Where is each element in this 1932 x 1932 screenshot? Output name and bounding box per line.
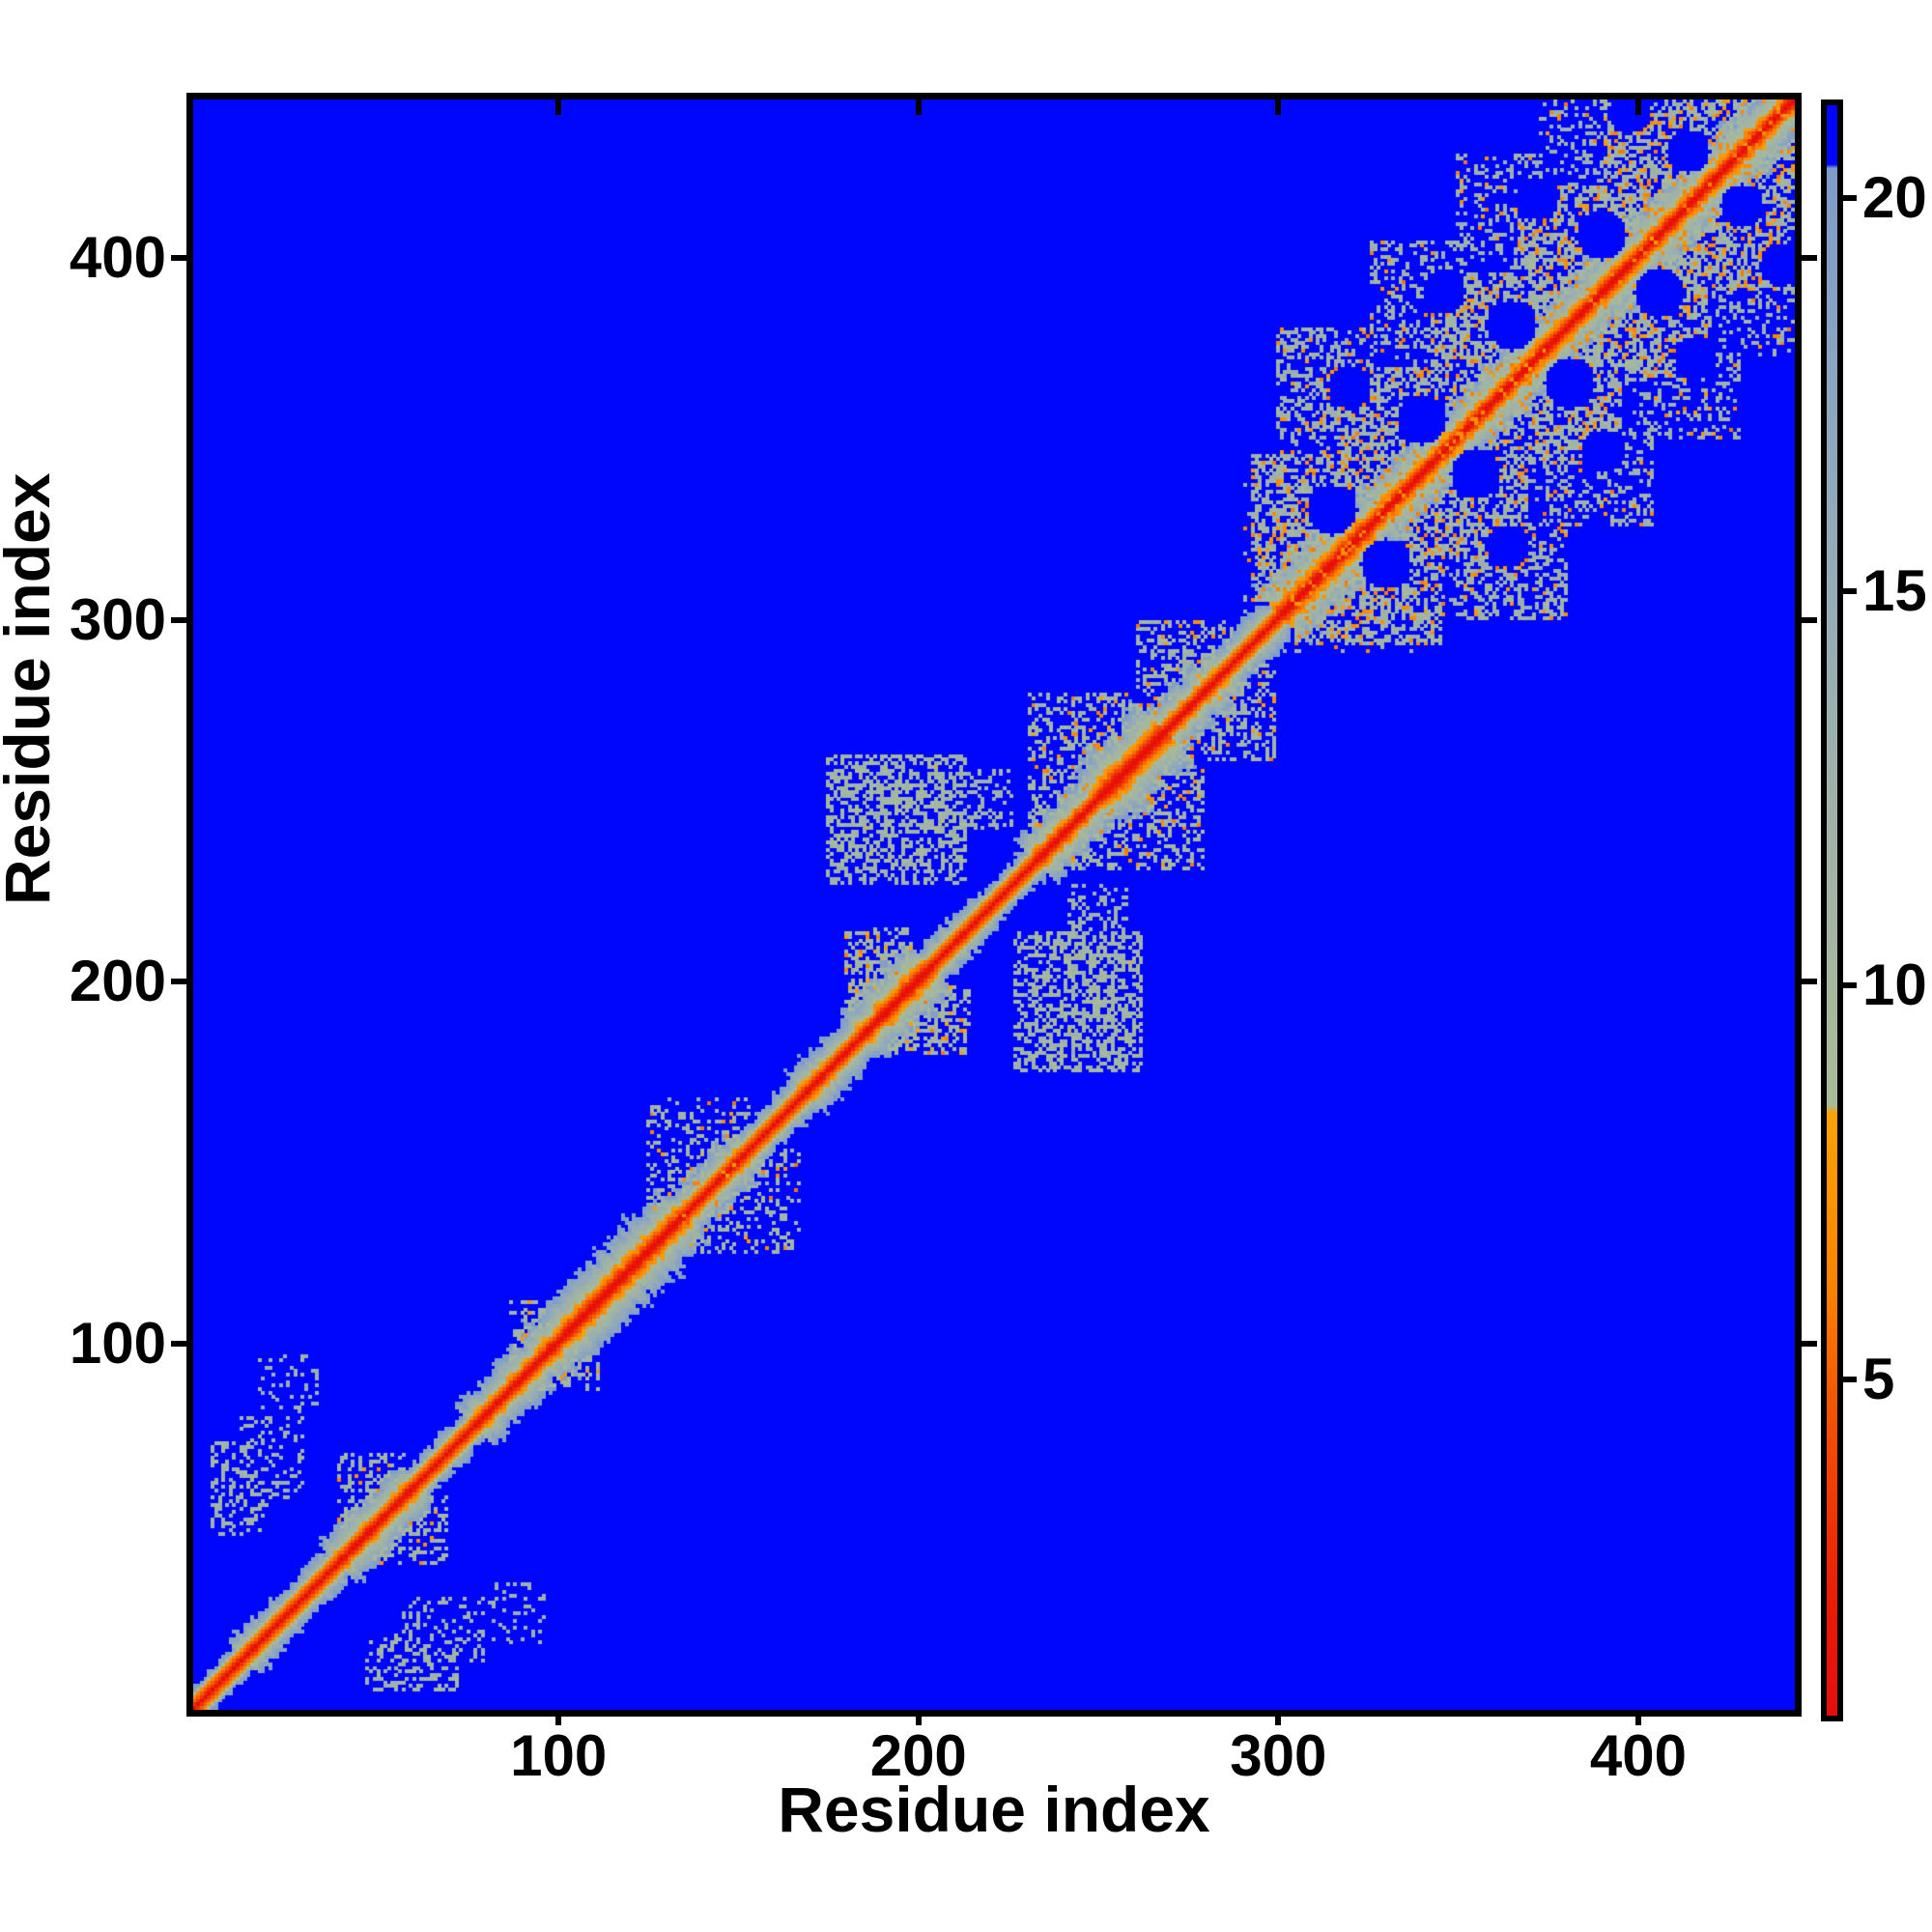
colorbar-tick-mark [1843, 1376, 1857, 1382]
x-tick-mark [915, 1710, 922, 1725]
right-tick-mark [1802, 979, 1817, 985]
right-tick-mark [1802, 616, 1817, 623]
y-tick-mark [171, 979, 186, 985]
distance-map-canvas [193, 99, 1795, 1710]
top-tick-mark [1275, 99, 1282, 115]
y-tick-mark [171, 1340, 186, 1347]
y-axis-title: Residue index [0, 472, 63, 905]
right-tick-mark [1802, 1340, 1817, 1347]
colorbar-tick-label: 15 [1862, 558, 1927, 624]
x-tick-label: 100 [510, 1723, 608, 1788]
colorbar [1821, 99, 1843, 1721]
colorbar-tick-mark [1843, 982, 1857, 989]
x-tick-mark [1634, 1710, 1641, 1725]
colorbar-tick-mark [1843, 194, 1857, 201]
x-tick-label: 300 [1230, 1723, 1327, 1788]
y-tick-label: 200 [69, 949, 166, 1014]
y-tick-label: 300 [69, 586, 166, 652]
colorbar-tick-label: 20 [1862, 164, 1927, 230]
y-tick-mark [171, 616, 186, 623]
y-tick-label: 400 [69, 225, 166, 291]
x-tick-mark [1275, 1710, 1282, 1725]
plot-area [186, 93, 1802, 1717]
top-tick-mark [915, 99, 922, 115]
top-tick-mark [555, 99, 562, 115]
x-tick-label: 200 [869, 1723, 967, 1788]
colorbar-tick-label: 10 [1862, 952, 1927, 1018]
colorbar-tick-mark [1843, 588, 1857, 595]
top-tick-mark [1634, 99, 1641, 115]
colorbar-gradient [1827, 105, 1837, 1716]
y-tick-mark [171, 255, 186, 262]
x-tick-label: 400 [1589, 1723, 1687, 1788]
x-axis-title: Residue index [778, 1774, 1210, 1845]
right-tick-mark [1802, 255, 1817, 262]
colorbar-tick-label: 5 [1862, 1346, 1895, 1411]
y-tick-label: 100 [69, 1310, 166, 1376]
x-tick-mark [555, 1710, 562, 1725]
